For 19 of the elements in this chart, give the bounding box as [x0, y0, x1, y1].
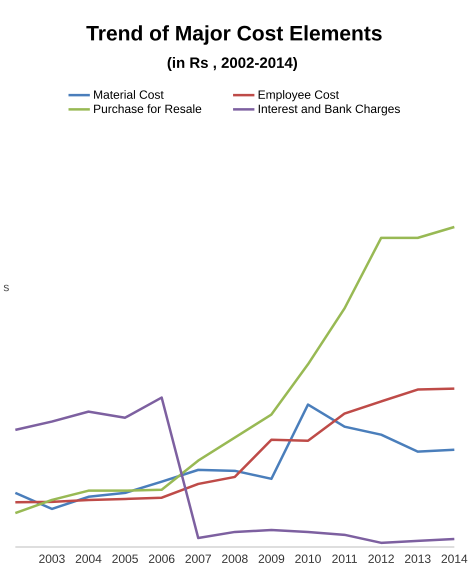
x-tick-label: 2013 [404, 554, 431, 564]
x-tick-label: 2004 [76, 554, 102, 564]
legend-label: Interest and Bank Charges [258, 104, 400, 116]
legend-label: Purchase for Resale [94, 104, 202, 114]
legend-label: Employee Cost [258, 90, 339, 102]
x-tick-label: 2014 [442, 554, 468, 564]
x-tick-label: 2006 [148, 554, 174, 564]
x-tick-label: 2012 [368, 554, 394, 564]
x-tick-label: 2005 [112, 554, 138, 564]
chart-title: Trend of Major Cost Elements [86, 25, 382, 45]
x-tick-label: 2009 [258, 554, 284, 564]
chart-subtitle: (in Rs , 2002-2014) [168, 57, 298, 71]
x-tick-label: 2011 [332, 554, 357, 564]
y-axis-title: s [4, 284, 9, 292]
x-tick-label: 2007 [185, 554, 211, 564]
x-tick-label: 2008 [222, 554, 248, 564]
legend-label: Material Cost [94, 90, 164, 99]
x-tick-label: 2003 [39, 554, 65, 564]
x-tick-label: 2010 [295, 554, 321, 564]
